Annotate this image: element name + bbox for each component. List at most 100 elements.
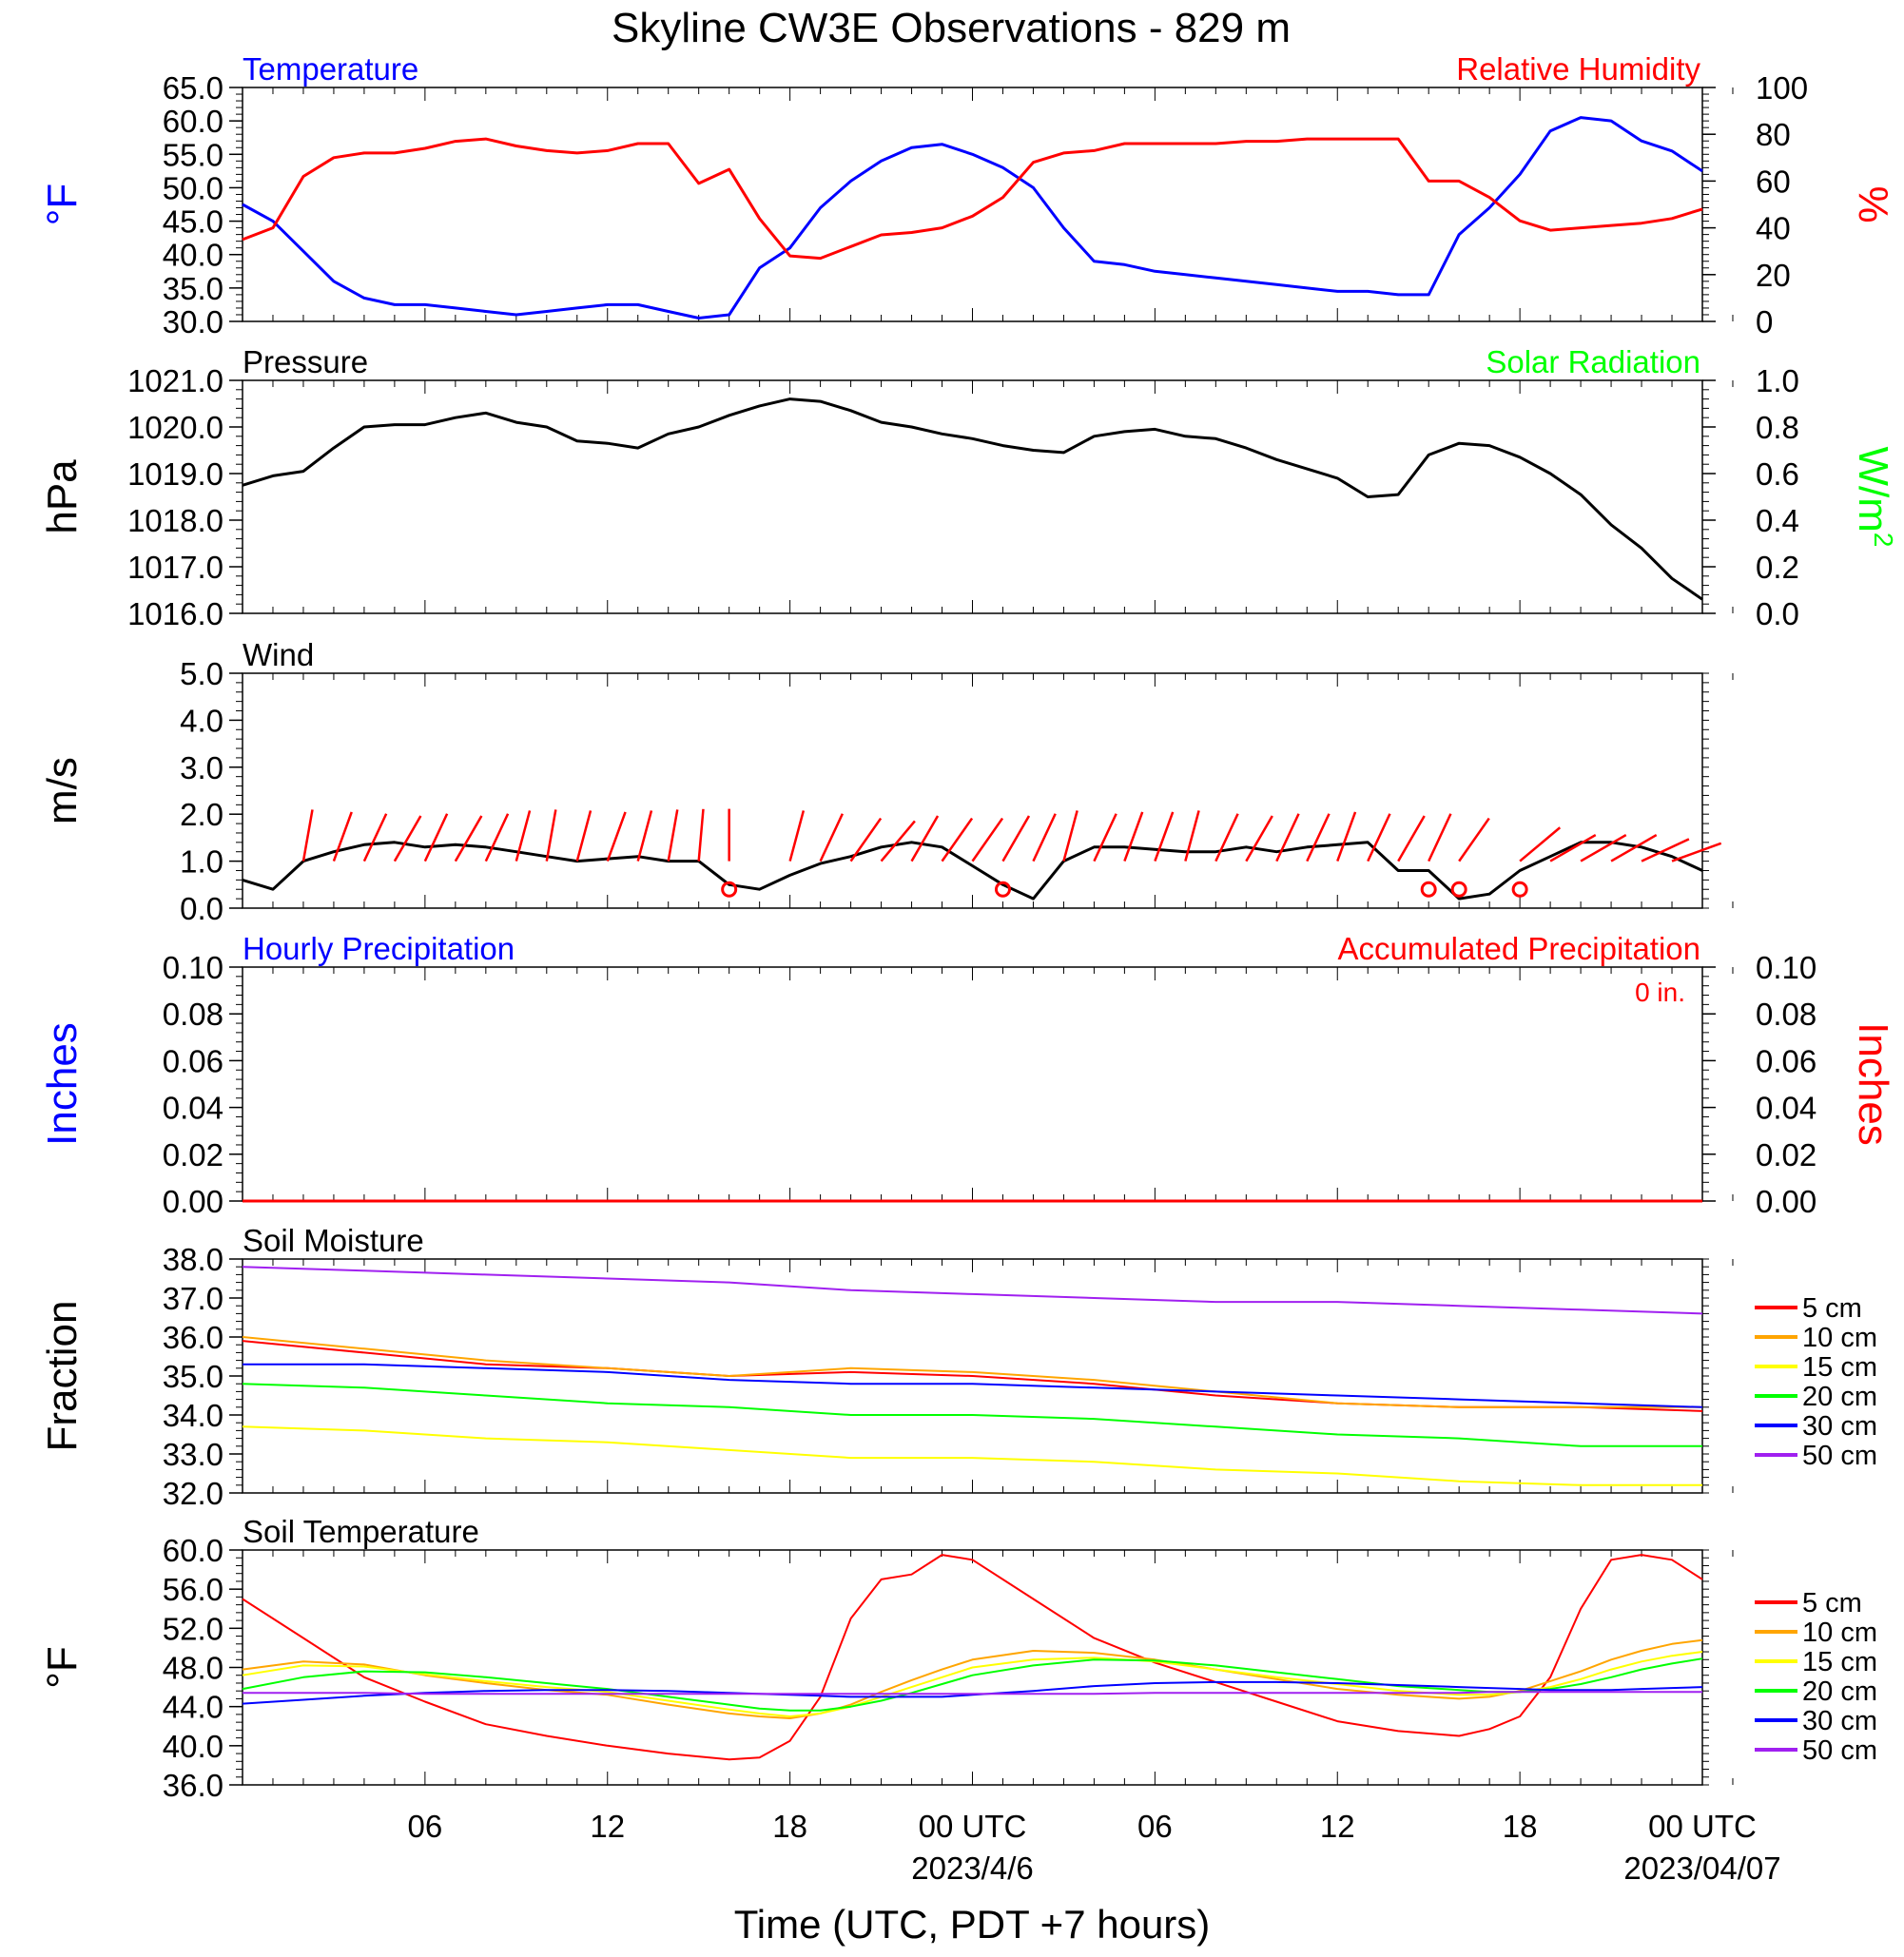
y-tick-label: 44.0 [163, 1690, 223, 1725]
y2-axis-label-superscript: 2 [1869, 533, 1898, 548]
y-tick-label: 35.0 [163, 271, 223, 306]
legend-label: 15 cm [1802, 1352, 1877, 1383]
y-tick-label: 0.04 [163, 1091, 223, 1126]
legend-label: 5 cm [1802, 1588, 1862, 1618]
wind-barb [301, 809, 314, 862]
x-tick-label: 06 [408, 1809, 443, 1844]
wind-barb [1062, 810, 1078, 862]
panel-temp_rh: 30.035.040.045.050.055.060.065.0 0 20 40 60 8… [39, 51, 1896, 339]
series-line-pressure [242, 397, 1703, 601]
series-line-temperature [242, 116, 1703, 320]
legend-label: 30 cm [1802, 1411, 1877, 1442]
x-tick-label: 12 [590, 1809, 625, 1844]
panel-title-right: Relative Humidity [1456, 51, 1700, 87]
panel-soil_moisture: 32.0 33.0 34.0 35.0 36.0 37.0 38.0 Soil Moistur… [39, 1223, 1877, 1511]
wind-barb [1428, 813, 1452, 862]
y2-tick-label: 0.10 [1756, 950, 1817, 985]
y-tick-label: 56.0 [163, 1572, 223, 1607]
x-axis-label: Time (UTC, PDT +7 hours) [734, 1902, 1211, 1947]
y2-tick-label: 0.08 [1756, 997, 1817, 1032]
wind-barb [1275, 813, 1300, 862]
wind-barb [423, 813, 449, 862]
series-line-30-cm [243, 1363, 1703, 1408]
wind-barb [910, 815, 940, 862]
series-line-wind-speed [242, 841, 1703, 901]
wind-barb [1580, 834, 1627, 862]
calm-wind-marker [994, 881, 1011, 898]
legend-label: 10 cm [1802, 1618, 1877, 1648]
legend-label: 15 cm [1802, 1647, 1877, 1677]
panel-pressure_solar: 1016.0 1017.0 1018.0 1019.0 1020.0 1021.0 0.0 0… [39, 344, 1898, 631]
y2-tick-label: 0.00 [1756, 1184, 1817, 1219]
series-line-relative-humidity [242, 137, 1703, 261]
y2-tick-label: 0.06 [1756, 1043, 1817, 1078]
y-tick-label: 1019.0 [127, 456, 223, 492]
legend-label: 20 cm [1802, 1676, 1877, 1707]
y2-tick-label: 0.6 [1756, 456, 1799, 492]
y-tick-label: 36.0 [163, 1320, 223, 1355]
y-tick-label: 5.0 [180, 656, 223, 691]
y-tick-label: 30.0 [163, 304, 223, 339]
panel-title-left: Soil Moisture [243, 1223, 424, 1258]
y-tick-label: 1016.0 [127, 596, 223, 631]
y2-tick-label: 0.4 [1756, 503, 1799, 538]
calm-wind-marker [1420, 881, 1437, 898]
series-line-5-cm [242, 1554, 1703, 1761]
wind-barb [636, 810, 653, 862]
chart-title: Skyline CW3E Observations - 829 m [612, 5, 1291, 51]
panel-title-left: Wind [243, 637, 314, 672]
y-tick-label: 52.0 [163, 1611, 223, 1646]
wind-barb [941, 817, 974, 862]
panel-title-right: Solar Radiation [1486, 344, 1700, 379]
y2-axis-label: % [1850, 185, 1896, 223]
wind-barb [971, 817, 1004, 862]
y-tick-label: 1018.0 [127, 503, 223, 538]
y2-tick-label: 80 [1756, 117, 1791, 152]
wind-barb [1610, 834, 1658, 862]
x-tick-label: 00 UTC [919, 1809, 1027, 1844]
x-date-label: 2023/4/6 [911, 1850, 1033, 1886]
panel-wind: 0.0 1.0 2.0 3.0 4.0 5.0 Wind m/s [39, 637, 1734, 926]
wind-barb [575, 810, 593, 862]
legend-label: 50 cm [1802, 1735, 1877, 1766]
y-tick-label: 1020.0 [127, 410, 223, 445]
calm-wind-marker [721, 881, 738, 898]
x-tick-label: 06 [1137, 1809, 1173, 1844]
series-line-10-cm [242, 1336, 1702, 1408]
y-tick-label: 36.0 [163, 1768, 223, 1803]
plot-frame [242, 966, 1703, 1202]
series-line-20-cm [242, 1383, 1702, 1447]
wind-barb [545, 809, 557, 862]
wind-barb [454, 815, 483, 862]
wind-barb [1458, 817, 1490, 862]
legend-label: 30 cm [1802, 1706, 1877, 1736]
panel-soil_temperature: 36.0 40.0 44.0 48.0 52.0 56.0 60.0 Soil Tempera… [39, 1514, 1877, 1803]
x-tick-label: 18 [772, 1809, 807, 1844]
wind-barb [606, 811, 627, 862]
y-tick-label: 0.00 [163, 1184, 223, 1219]
legend-label: 10 cm [1802, 1323, 1877, 1353]
wind-barb [1336, 811, 1357, 862]
y2-tick-label: 0.8 [1756, 410, 1799, 445]
y-tick-label: 1017.0 [127, 550, 223, 585]
y-axis-label: °F [39, 1646, 86, 1688]
y-axis-label: hPa [39, 459, 86, 534]
y-tick-label: 0.08 [163, 997, 223, 1032]
wind-barb [1641, 838, 1690, 862]
y-axis-label: m/s [39, 757, 86, 824]
wind-barb [332, 811, 353, 862]
y-tick-label: 40.0 [163, 1729, 223, 1764]
y2-tick-label: 0 [1756, 304, 1773, 339]
y-tick-label: 60.0 [163, 1533, 223, 1568]
y-tick-label: 3.0 [180, 750, 223, 785]
wind-barb [1154, 811, 1175, 862]
y-tick-label: 55.0 [163, 137, 223, 172]
wind-barb [819, 813, 844, 862]
series-line-15-cm [242, 1651, 1703, 1717]
y-tick-label: 45.0 [163, 204, 223, 240]
y-tick-label: 0.06 [163, 1043, 223, 1078]
wind-barb [788, 810, 806, 862]
y2-tick-label: 40 [1756, 211, 1791, 246]
y-tick-label: 34.0 [163, 1398, 223, 1433]
panel-precip: 0.00 0.02 0.04 0.06 0.08 0.10 0.00 0.02 0.04 0.06… [39, 931, 1896, 1219]
